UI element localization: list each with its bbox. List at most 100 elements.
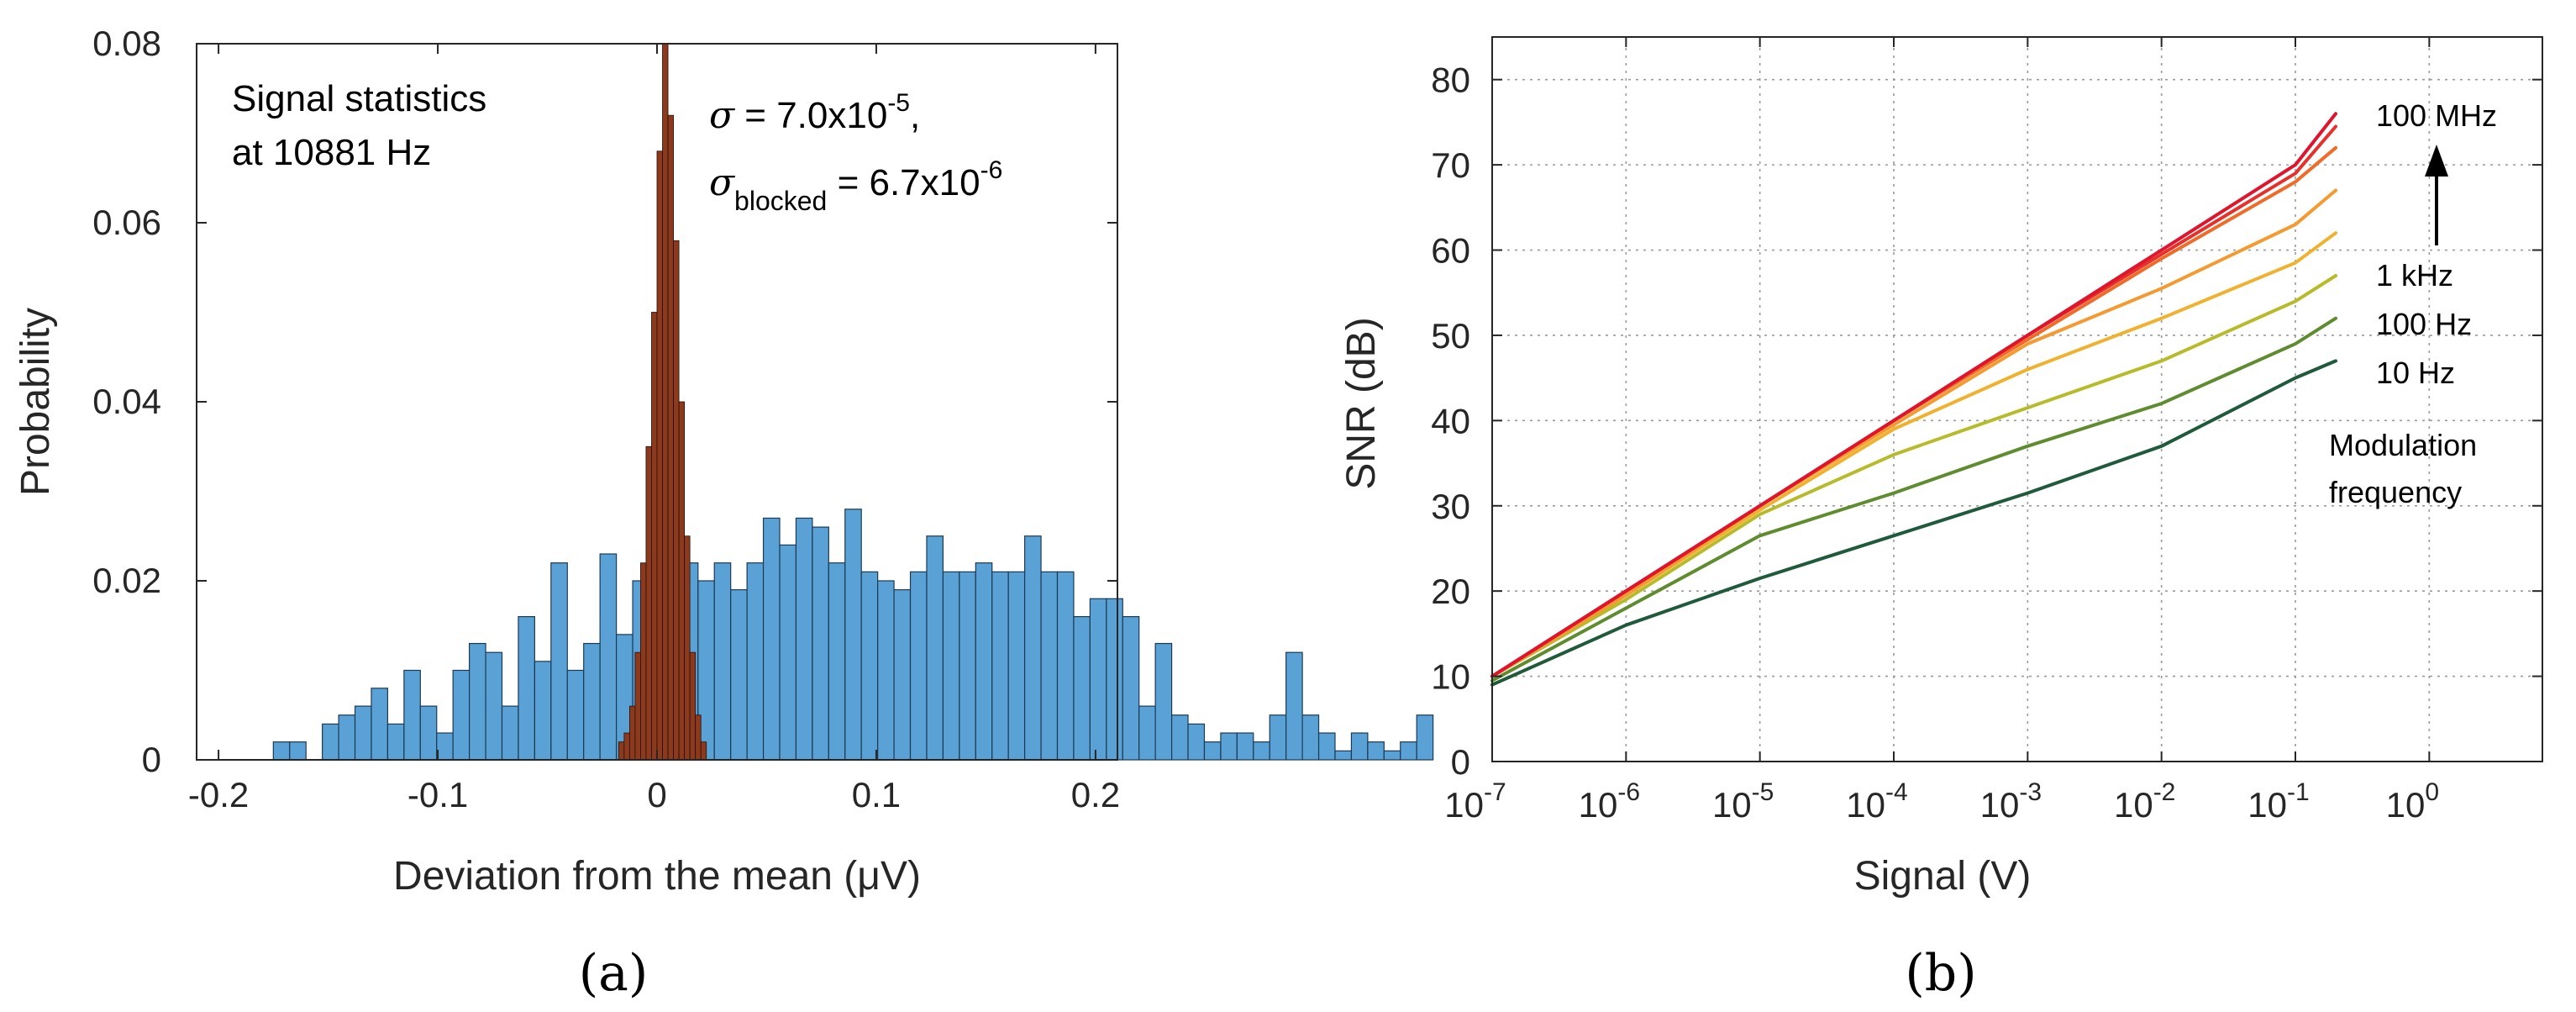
signal-bar — [909, 571, 928, 761]
signal-bar — [322, 723, 339, 761]
signal-bar — [1400, 741, 1417, 761]
signal-bar — [1170, 714, 1189, 761]
legend-title-line1: Modulation — [2329, 428, 2477, 462]
signal-bar — [550, 562, 568, 761]
signal-bar — [779, 544, 797, 761]
y-tick-label: 80 — [1431, 61, 1470, 100]
series-line — [1490, 316, 2337, 683]
x-tick-label: -0.2 — [188, 775, 249, 814]
signal-bar — [1007, 571, 1026, 761]
histogram-x-axis-label: Deviation from the mean (μV) — [393, 854, 921, 899]
blocked-bar — [678, 401, 686, 761]
x-tick-label: 0.1 — [852, 775, 901, 814]
signal-bar — [371, 688, 389, 761]
signal-bar — [1138, 705, 1156, 761]
x-tick-label: 10-5 — [1712, 778, 1774, 825]
blocked-bar — [645, 445, 652, 761]
x-tick-label: 0 — [647, 775, 666, 814]
signal-bar — [534, 661, 552, 761]
signal-bar — [893, 589, 912, 761]
signal-bar — [713, 562, 732, 761]
signal-bar — [1253, 741, 1270, 761]
x-tick-label: 100 — [2386, 778, 2439, 825]
y-tick-label: 20 — [1431, 572, 1470, 611]
signal-bar — [1350, 732, 1369, 761]
signal-bar — [1040, 571, 1059, 761]
blocked-bar — [700, 741, 707, 761]
x-tick-label: 10-4 — [1846, 778, 1907, 825]
histogram-annotation-line1: Signal statistics — [232, 78, 486, 119]
y-tick-label: 30 — [1431, 487, 1470, 526]
series-line — [1490, 231, 2337, 678]
blocked-bar — [656, 150, 663, 761]
signal-bar — [762, 517, 781, 761]
signal-bar — [828, 562, 846, 761]
snr-x-axis-label: Signal (V) — [1854, 854, 2032, 899]
y-tick-label: 10 — [1431, 657, 1470, 697]
signal-bar — [338, 714, 356, 761]
signal-bar — [452, 669, 471, 761]
signal-bar — [289, 741, 307, 761]
snr-grid — [1492, 37, 2542, 762]
blocked-bar — [689, 651, 697, 761]
panel-label-b: (b) — [1905, 944, 1976, 1003]
x-tick-label: 0.2 — [1071, 775, 1120, 814]
series-line — [1490, 359, 2337, 687]
signal-bar — [877, 580, 895, 761]
x-tick-label: 10-3 — [1980, 778, 2042, 825]
y-tick-label: 0.02 — [92, 561, 161, 600]
signal-bar — [1383, 750, 1401, 761]
signal-bar — [599, 553, 618, 761]
blocked-bar — [623, 732, 630, 761]
histogram-panel: -0.2 -0.1 0 0.1 0.2 0 0.02 0.04 0.06 0.08 Deviat… — [13, 24, 1434, 1003]
series-line — [1490, 274, 2337, 678]
signal-bar — [354, 705, 372, 761]
x-tick-label: 10-6 — [1579, 778, 1640, 825]
signal-bar — [1073, 615, 1091, 761]
signal-bar — [975, 562, 993, 761]
signal-bar — [469, 642, 486, 761]
sigma-blocked-symbol: σ — [709, 161, 736, 204]
signal-bar — [501, 705, 519, 761]
blocked-bar — [667, 114, 674, 761]
y-tick-label: 0.04 — [92, 382, 161, 421]
signal-bar — [1317, 732, 1336, 761]
signal-bar — [1416, 714, 1434, 761]
signal-bar — [1220, 732, 1238, 761]
signal-bar — [1203, 741, 1222, 761]
y-tick-label: 0.06 — [92, 203, 161, 242]
freq-label-10hz: 10 Hz — [2376, 356, 2455, 390]
sigma-symbol: σ — [709, 94, 736, 137]
sigma-blocked-subscript: blocked — [734, 186, 827, 216]
signal-bar — [812, 526, 829, 761]
snr-panel: 10-7 10-6 10-5 10-4 10-3 10-2 10-1 100 0 10 20 30 4… — [1339, 36, 2543, 1003]
sigma-text: = 7.0x10 — [734, 95, 887, 136]
signal-bar — [518, 615, 535, 761]
x-tick-label: -0.1 — [407, 775, 468, 814]
series-line — [1490, 188, 2337, 678]
blocked-bar — [695, 714, 702, 761]
signal-bar — [991, 571, 1009, 761]
snr-y-ticks: 0 10 20 30 40 50 60 70 80 — [1431, 61, 2542, 782]
sigma-blocked-statistic: σblocked = 6.7x10-6 — [709, 156, 1002, 216]
signal-bar — [1367, 741, 1385, 761]
freq-label-1khz: 1 kHz — [2376, 258, 2453, 293]
series-line — [1490, 112, 2337, 678]
signal-bar — [1269, 714, 1287, 761]
sigma-exponent: -5 — [887, 89, 910, 117]
sigma-statistic: σ = 7.0x10-5, — [709, 89, 920, 137]
sigma-blocked-text: = 6.7x10 — [827, 162, 980, 203]
signal-bar — [272, 741, 291, 761]
panel-label-a: (a) — [579, 944, 649, 1003]
x-tick-label: 10-7 — [1444, 778, 1506, 825]
x-tick-label: 10-2 — [2114, 778, 2175, 825]
blocked-bar — [628, 705, 636, 761]
y-tick-label: 0 — [142, 740, 161, 779]
y-tick-label: 70 — [1431, 145, 1470, 185]
signal-bar — [1301, 714, 1320, 761]
signal-bar — [419, 705, 438, 761]
signal-bar — [942, 571, 960, 761]
signal-bar — [844, 509, 862, 761]
histogram-annotation-line2: at 10881 Hz — [232, 132, 431, 173]
